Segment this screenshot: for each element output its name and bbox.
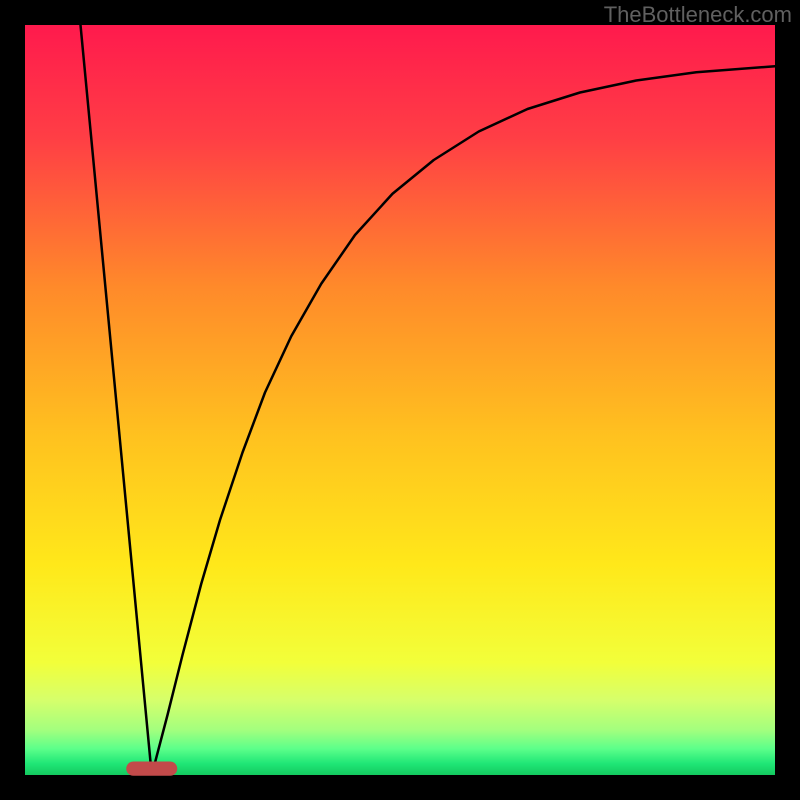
chart-container: TheBottleneck.com (0, 0, 800, 800)
watermark-text: TheBottleneck.com (604, 2, 792, 28)
bottleneck-chart (0, 0, 800, 800)
